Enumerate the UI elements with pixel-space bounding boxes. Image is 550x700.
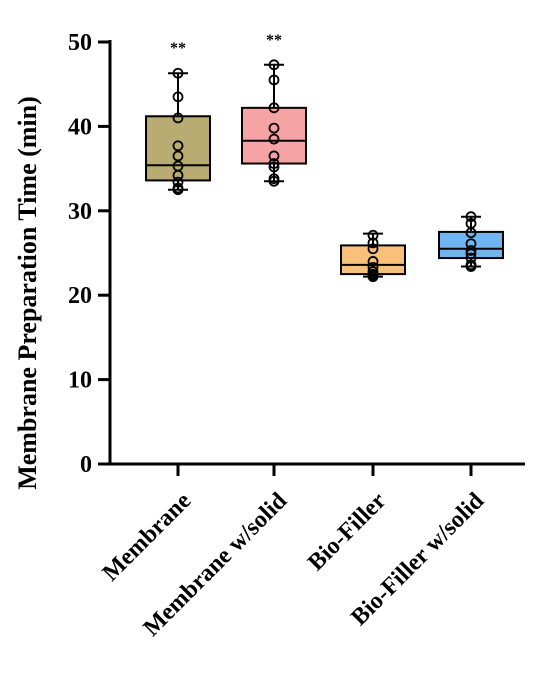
- significance-label: **: [170, 40, 186, 57]
- data-point: [367, 271, 379, 283]
- data-point: [367, 237, 379, 249]
- y-axis-label: Membrane Preparation Time (min): [13, 96, 42, 490]
- data-point: [268, 161, 280, 173]
- data-point: [465, 248, 477, 260]
- data-point: [465, 211, 477, 223]
- data-point: [172, 140, 184, 152]
- y-tick-label: 30: [68, 199, 92, 225]
- data-point: [268, 175, 280, 187]
- data-point: [268, 122, 280, 134]
- data-point: [268, 133, 280, 145]
- y-tick-label: 0: [80, 452, 92, 478]
- x-tick-label: Membrane: [98, 488, 197, 587]
- box-group: [340, 229, 406, 283]
- significance-label: **: [266, 32, 282, 49]
- data-point: [172, 150, 184, 162]
- data-point: [268, 102, 280, 114]
- data-point: [367, 243, 379, 255]
- data-point: [172, 91, 184, 103]
- x-tick-label: Bio-Filler: [303, 488, 391, 576]
- data-point: [465, 245, 477, 256]
- box-group: **: [145, 40, 211, 196]
- data-point: [367, 229, 379, 241]
- box-group: **: [241, 32, 307, 187]
- y-tick-label: 20: [68, 283, 92, 309]
- data-point: [268, 158, 280, 169]
- box-group: [438, 211, 504, 272]
- data-point: [172, 176, 184, 188]
- box-rect: [241, 106, 307, 165]
- data-point: [465, 227, 477, 239]
- data-point: [268, 74, 280, 86]
- y-tick-label: 50: [68, 30, 92, 56]
- data-point: [268, 59, 280, 71]
- data-point: [172, 67, 184, 79]
- data-point: [367, 256, 379, 267]
- y-tick-label: 40: [68, 114, 92, 140]
- data-point: [172, 169, 184, 181]
- data-point: [268, 150, 280, 162]
- boxes: ** **: [145, 32, 504, 283]
- data-point: [465, 261, 477, 272]
- data-point: [465, 238, 477, 250]
- data-point: [172, 184, 184, 196]
- y-tick-label: 10: [68, 368, 92, 394]
- data-point: [172, 112, 184, 124]
